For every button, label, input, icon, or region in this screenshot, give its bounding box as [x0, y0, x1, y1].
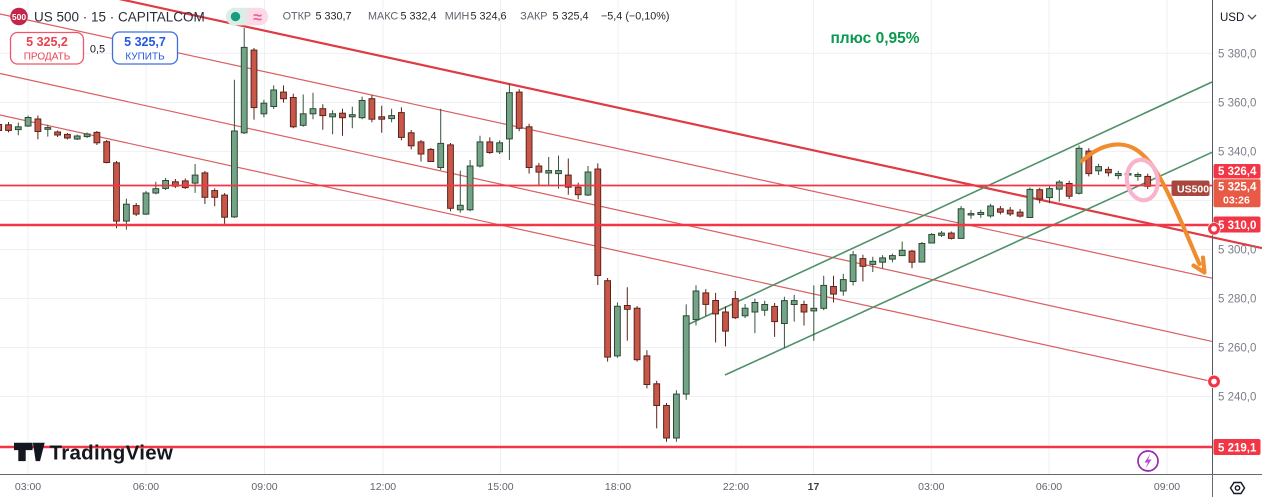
svg-text:5 360,0: 5 360,0	[1218, 97, 1256, 109]
svg-text:06:00: 06:00	[1036, 481, 1062, 493]
svg-text:ОТКР: ОТКР	[283, 11, 311, 23]
svg-text:5 324,6: 5 324,6	[471, 11, 507, 23]
svg-text:5 325,4: 5 325,4	[1218, 182, 1257, 194]
svg-text:5 326,4: 5 326,4	[1218, 166, 1257, 178]
svg-text:−5,4 (−0,10%): −5,4 (−0,10%)	[601, 11, 669, 23]
svg-text:US 500 · 15 · CAPITALCOM: US 500 · 15 · CAPITALCOM	[34, 10, 205, 25]
svg-text:ПРОДАТЬ: ПРОДАТЬ	[24, 52, 71, 63]
svg-text:15:00: 15:00	[487, 481, 513, 493]
svg-text:03:00: 03:00	[15, 481, 41, 493]
svg-text:TradingView: TradingView	[50, 442, 174, 465]
svg-text:5 310,0: 5 310,0	[1218, 220, 1256, 232]
svg-text:ЗАКР: ЗАКР	[520, 11, 547, 23]
svg-text:03:26: 03:26	[1223, 195, 1250, 207]
svg-text:МИН: МИН	[445, 11, 470, 23]
svg-text:17: 17	[808, 481, 820, 493]
svg-text:22:00: 22:00	[723, 481, 749, 493]
svg-text:КУПИТЬ: КУПИТЬ	[125, 52, 165, 63]
svg-text:5 325,7: 5 325,7	[124, 35, 166, 49]
svg-text:5 325,2: 5 325,2	[26, 35, 68, 49]
svg-text:5 280,0: 5 280,0	[1218, 294, 1256, 306]
svg-text:5 332,4: 5 332,4	[401, 11, 437, 23]
svg-text:≈: ≈	[253, 10, 262, 27]
svg-text:5 330,7: 5 330,7	[316, 11, 352, 23]
svg-text:5 340,0: 5 340,0	[1218, 146, 1256, 158]
svg-text:09:00: 09:00	[251, 481, 277, 493]
svg-text:06:00: 06:00	[133, 481, 159, 493]
svg-text:03:00: 03:00	[918, 481, 944, 493]
svg-text:5 300,0: 5 300,0	[1218, 245, 1256, 257]
svg-text:18:00: 18:00	[605, 481, 631, 493]
svg-text:500: 500	[12, 12, 26, 22]
svg-text:5 240,0: 5 240,0	[1218, 392, 1256, 404]
svg-text:5 325,4: 5 325,4	[553, 11, 589, 23]
svg-text:0,5: 0,5	[90, 44, 105, 56]
svg-text:12:00: 12:00	[370, 481, 396, 493]
svg-text:US500: US500	[1177, 183, 1209, 195]
svg-text:09:00: 09:00	[1154, 481, 1180, 493]
svg-text:USD: USD	[1220, 12, 1244, 24]
svg-text:5 260,0: 5 260,0	[1218, 343, 1256, 355]
svg-text:5 219,1: 5 219,1	[1218, 443, 1257, 455]
svg-text:5 380,0: 5 380,0	[1218, 48, 1256, 60]
svg-text:МАКС: МАКС	[368, 11, 398, 23]
svg-text:плюс 0,95%: плюс 0,95%	[830, 30, 919, 47]
